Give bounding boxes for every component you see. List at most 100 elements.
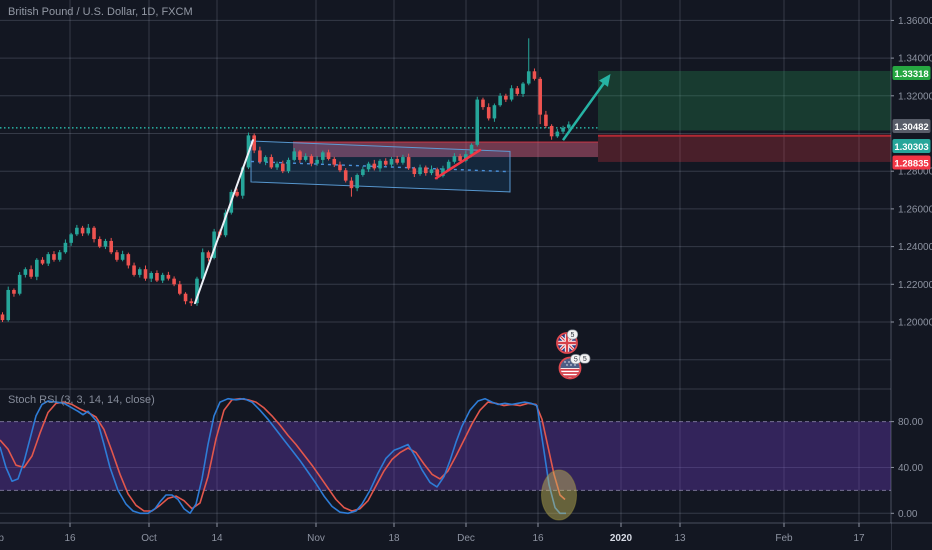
candle-body (40, 259, 45, 264)
candle-body (521, 83, 525, 94)
candle-body (326, 152, 331, 159)
breakout-trendline[interactable] (434, 148, 482, 180)
time-axis-label: 13 (674, 533, 686, 544)
candle-body (235, 191, 239, 196)
arrow-head-icon (599, 73, 611, 87)
event-count-label: 5 (571, 332, 575, 339)
indicator-legend[interactable]: Stoch RSI (3, 3, 14, 14, close) (8, 394, 155, 406)
time-axis-bg (0, 523, 891, 550)
price-axis-label: 1.28000 (898, 167, 932, 178)
candle-body (69, 234, 73, 243)
us-flag-icon (560, 358, 580, 378)
price-axis-label: 1.36000 (898, 16, 932, 27)
candle-body (401, 157, 405, 163)
candle-body (212, 231, 216, 258)
event-count-label: 5 (574, 357, 578, 364)
candle-body (566, 124, 571, 128)
candle-body (258, 150, 262, 162)
candle-body (298, 151, 302, 160)
time-axis[interactable]: Sep 16 Oct 14 Nov 18 Dec 16 2020 13 Feb 17 (0, 522, 932, 550)
candle-body (361, 169, 365, 175)
candle-body (303, 156, 308, 160)
candle-body (343, 170, 348, 181)
long-position-stop-box[interactable] (598, 135, 932, 162)
candle-body (464, 154, 468, 161)
price-axis-bg (891, 0, 932, 550)
long-position-target-box[interactable] (598, 70, 932, 131)
candle-body (275, 163, 279, 168)
oversold-highlight-ellipse[interactable] (541, 469, 577, 521)
candle-body (97, 239, 102, 247)
candle-body (23, 269, 28, 275)
price-axis-label: 1.34000 (898, 54, 932, 65)
price-axis-label: 1.26000 (898, 204, 932, 215)
price-axis[interactable]: 1.36000 1.34000 1.32000 1.28000 1.26000 1.240… (890, 0, 932, 550)
target-price-badge-label: 1.33318 (894, 69, 928, 80)
time-axis-label: Oct (141, 533, 157, 544)
candle-body (166, 274, 171, 279)
stoch-d-line (0, 397, 566, 512)
time-axis-label: 2020 (610, 533, 633, 544)
candle-body (412, 168, 417, 175)
candle-body (332, 158, 337, 165)
candle-body (378, 160, 382, 169)
event-count-label: 5 (583, 356, 587, 363)
candle-body (492, 105, 497, 119)
candle-body (178, 284, 182, 294)
stoch-axis-label: 0.00 (898, 509, 918, 520)
candle-body (292, 151, 297, 160)
candle-body (366, 163, 371, 170)
candle-body (155, 272, 159, 281)
candle-body (544, 114, 548, 126)
time-axis-label: Sep (0, 533, 4, 544)
symbol-legend[interactable]: British Pound / U.S. Dollar, 1D, FXCM (8, 6, 193, 18)
candle-body (115, 252, 119, 260)
candle-body (252, 135, 256, 151)
candle-body (109, 240, 113, 253)
candle-body (475, 99, 480, 145)
entry-price-badge-label: 1.30303 (894, 142, 928, 153)
candle-body (86, 227, 91, 234)
candle-body (549, 125, 554, 137)
candle-body (395, 158, 399, 163)
stoch-axis-label: 80.00 (898, 417, 923, 428)
candle-body (561, 127, 565, 132)
candle-body (143, 269, 148, 279)
candle-body (132, 265, 136, 275)
candle-body (12, 289, 16, 294)
candle-body (92, 227, 96, 240)
candle-body (338, 164, 342, 171)
candle-body (441, 168, 445, 176)
candle-body (223, 212, 228, 236)
candles-layer (0, 38, 571, 322)
stoch-overbought-oversold-band (0, 421, 891, 491)
candle-body (63, 242, 68, 253)
candle-body (481, 99, 485, 108)
candle-body (349, 180, 354, 189)
candle-body (355, 174, 359, 189)
impulse-trendline[interactable] (194, 139, 254, 305)
grid-layer (0, 0, 891, 523)
stoch-rsi-layer (0, 397, 566, 515)
candle-body (555, 131, 560, 137)
uk-flag-event[interactable]: 5 (556, 329, 579, 354)
candle-body (383, 160, 388, 165)
time-axis-label: Nov (307, 533, 325, 544)
candle-body (418, 167, 422, 175)
candle-body (189, 301, 194, 304)
projection-arrow[interactable] (561, 73, 611, 141)
time-axis-label: 17 (853, 533, 865, 544)
candle-body (29, 269, 33, 277)
candle-body (515, 88, 520, 94)
stoch-k-line (0, 397, 566, 515)
target-price-badge (892, 66, 931, 80)
stoch-band-layer (0, 421, 891, 491)
candle-body (532, 71, 537, 79)
candle-body (309, 156, 314, 164)
candle-body (52, 254, 56, 260)
channel-median-line (250, 160, 511, 173)
candle-body (240, 167, 245, 196)
